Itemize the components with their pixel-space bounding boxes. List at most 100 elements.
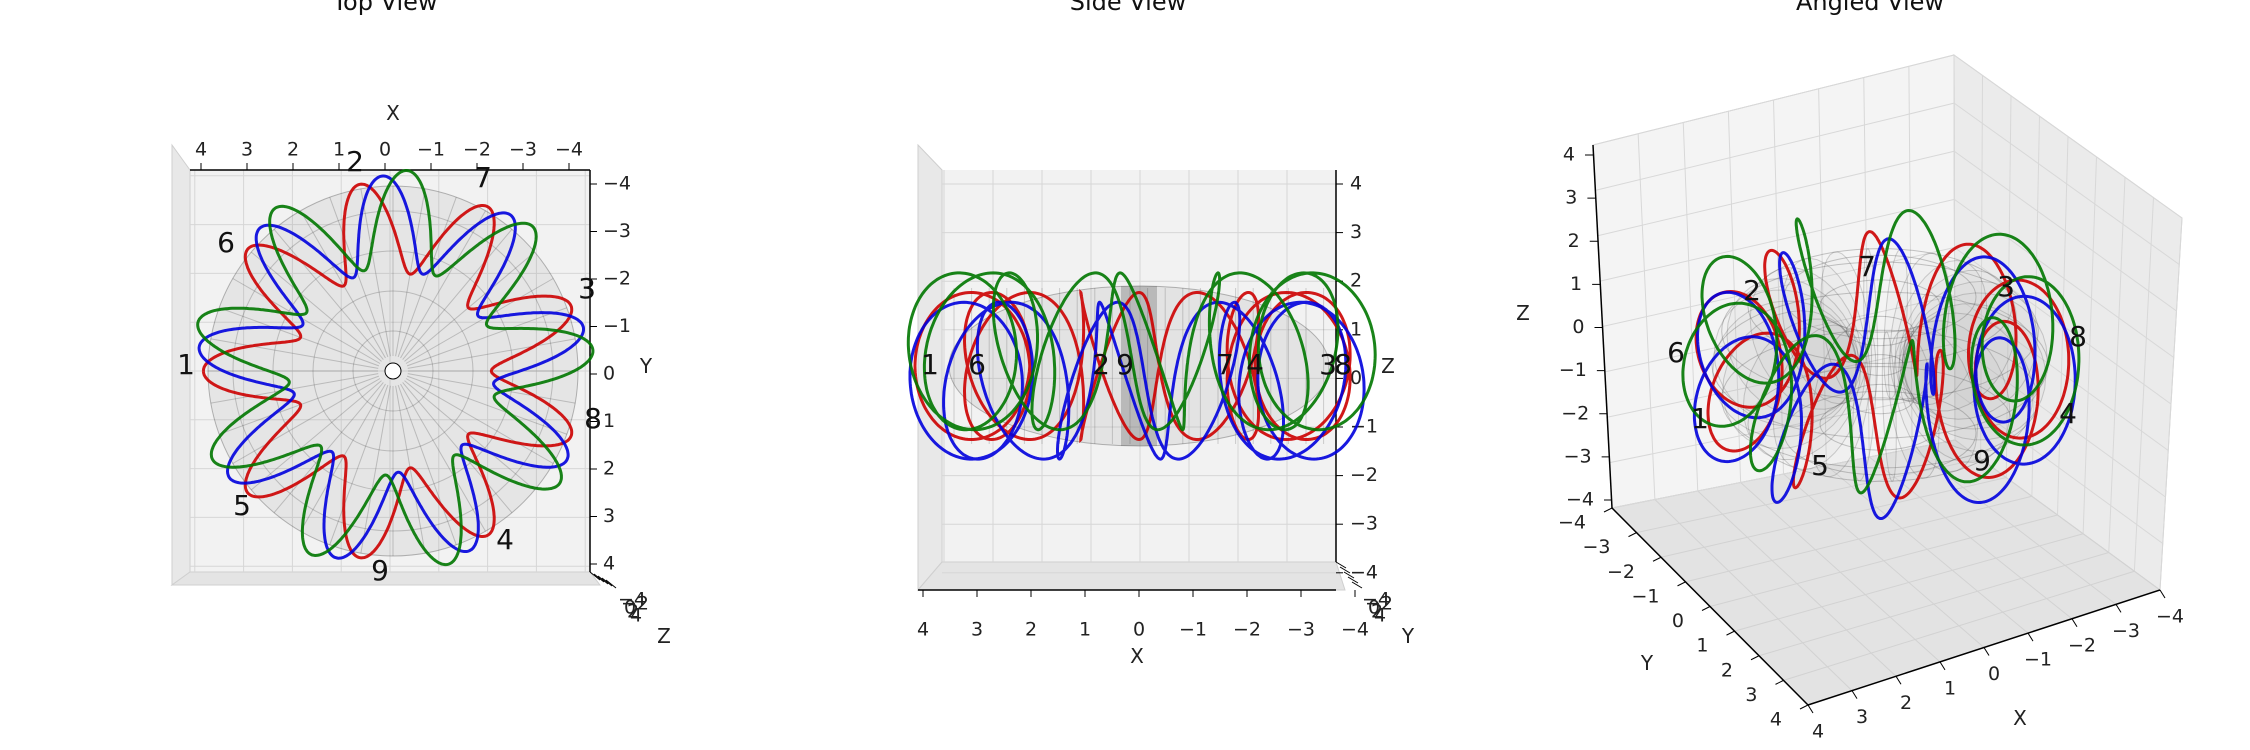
x-tick-label: 3 xyxy=(1856,706,1868,728)
side-view-floor-pane xyxy=(916,561,1346,591)
point-label: 3 xyxy=(578,272,596,305)
tick-mark xyxy=(597,575,609,585)
angled-view-grid xyxy=(1592,54,2183,706)
point-label: 6 xyxy=(217,226,235,259)
tick-mark xyxy=(1351,581,1363,589)
z-tick-label: −4 xyxy=(618,589,646,611)
z-tick-label: 0 xyxy=(1350,367,1362,389)
point-label: 1 xyxy=(177,348,195,381)
blue-curve xyxy=(1692,237,2077,520)
point-label: 7 xyxy=(1858,250,1876,283)
top-view-y-ticks: −4 −3 −2 −1 0 1 2 3 4 xyxy=(590,173,631,575)
y-tick-label: 0 xyxy=(1672,610,1684,632)
z-tick-label: 1 xyxy=(1570,273,1582,295)
top-view-x-label: X xyxy=(386,101,400,125)
y-tick-label: −1 xyxy=(1631,585,1659,607)
x-tick-label: −1 xyxy=(417,139,445,161)
tick-mark xyxy=(2027,632,2034,642)
grid-line xyxy=(1611,439,1956,509)
x-tick-label: −2 xyxy=(1233,619,1261,641)
y-tick-label: −4 xyxy=(603,173,631,195)
tick-mark xyxy=(1750,655,1760,661)
y-tick-label: 1 xyxy=(603,410,615,432)
tick-mark xyxy=(605,579,617,589)
top-view-point-labels: 1 2 3 4 5 6 7 8 9 xyxy=(177,145,602,587)
torus-mesh-line xyxy=(218,375,380,435)
torus-mesh-ring xyxy=(232,210,554,532)
point-label: 6 xyxy=(968,348,986,381)
x-tick-label: 1 xyxy=(333,139,345,161)
torus-mesh-line xyxy=(400,210,486,359)
blue-curve xyxy=(197,174,585,560)
x-tick-label: −4 xyxy=(1341,619,1369,641)
tick-mark xyxy=(1628,532,1637,538)
point-label: 9 xyxy=(1973,444,1991,477)
point-label: 5 xyxy=(233,489,251,522)
y-tick-label: 0 xyxy=(1368,597,1380,619)
z-tick-label: 2 xyxy=(627,601,639,623)
torus-mesh-line xyxy=(1712,300,1857,438)
y-tick-label: −3 xyxy=(1582,536,1610,558)
y-tick-label: −3 xyxy=(603,220,631,242)
grid-line xyxy=(1758,552,2109,657)
y-tick-label: 2 xyxy=(1371,601,1383,623)
grid-line xyxy=(1863,77,1870,458)
z-tick-label: −2 xyxy=(1350,464,1378,486)
z-tick-label: −1 xyxy=(1559,359,1587,381)
torus-mesh-line xyxy=(210,338,379,369)
angled-view-curves xyxy=(1681,208,2081,520)
torus-mesh-line xyxy=(395,385,426,554)
torus-mesh-line xyxy=(273,228,384,360)
x-tick-label: −2 xyxy=(2068,634,2096,656)
x-tick-label: −1 xyxy=(1179,619,1207,641)
tick-mark xyxy=(601,577,613,587)
x-tick-label: −3 xyxy=(2112,620,2140,642)
z-tick-label: −3 xyxy=(1350,513,1378,535)
top-view-z-label: Z xyxy=(657,624,671,648)
torus-mesh-ring xyxy=(312,290,474,452)
y-tick-label: 2 xyxy=(1721,659,1733,681)
point-label: 8 xyxy=(1334,348,1352,381)
torus-mesh-ring xyxy=(1845,315,1915,347)
x-tick-label: 0 xyxy=(379,139,391,161)
torus-mesh-line xyxy=(1893,325,1979,473)
side-view-curves xyxy=(906,271,1377,461)
tick-mark xyxy=(1339,566,1351,574)
x-tick-label: 2 xyxy=(1025,619,1037,641)
z-tick-label: 4 xyxy=(630,605,642,627)
tick-mark xyxy=(1335,561,1347,569)
torus-mesh-line xyxy=(397,196,457,358)
z-tick-label: 2 xyxy=(1568,230,1580,252)
top-view-curves xyxy=(196,169,595,567)
y-tick-label: 1 xyxy=(1696,635,1708,657)
angled-view-y-label: Y xyxy=(1640,651,1654,675)
angled-view-z-label: Z xyxy=(1516,301,1530,325)
point-label: 9 xyxy=(371,554,389,587)
grid-line xyxy=(2108,177,2126,553)
y-tick-label: 4 xyxy=(1770,709,1782,731)
x-tick-label: 4 xyxy=(917,619,929,641)
y-tick-label: 0 xyxy=(603,363,615,385)
y-tick-label: −2 xyxy=(1607,561,1635,583)
point-label: 3 xyxy=(1319,348,1337,381)
x-tick-label: 0 xyxy=(1988,663,2000,685)
point-label: 2 xyxy=(1092,348,1110,381)
point-label: 3 xyxy=(1997,270,2015,303)
grid-line xyxy=(1783,570,2135,681)
torus-mesh-line xyxy=(300,210,386,359)
torus-mesh-line xyxy=(407,373,576,404)
z-tick-label: −2 xyxy=(621,593,649,615)
torus-mesh-line xyxy=(404,380,536,491)
torus-mesh-line xyxy=(360,385,391,554)
tick-mark xyxy=(1701,606,1711,611)
top-view-title: Top View xyxy=(331,0,437,16)
x-tick-label: 3 xyxy=(241,139,253,161)
angled-view-point-labels: 7 2 3 6 8 1 4 5 9 xyxy=(1667,250,2087,482)
tick-mark xyxy=(2159,589,2166,599)
tick-mark xyxy=(1983,647,1990,656)
tick-mark xyxy=(1726,630,1735,636)
